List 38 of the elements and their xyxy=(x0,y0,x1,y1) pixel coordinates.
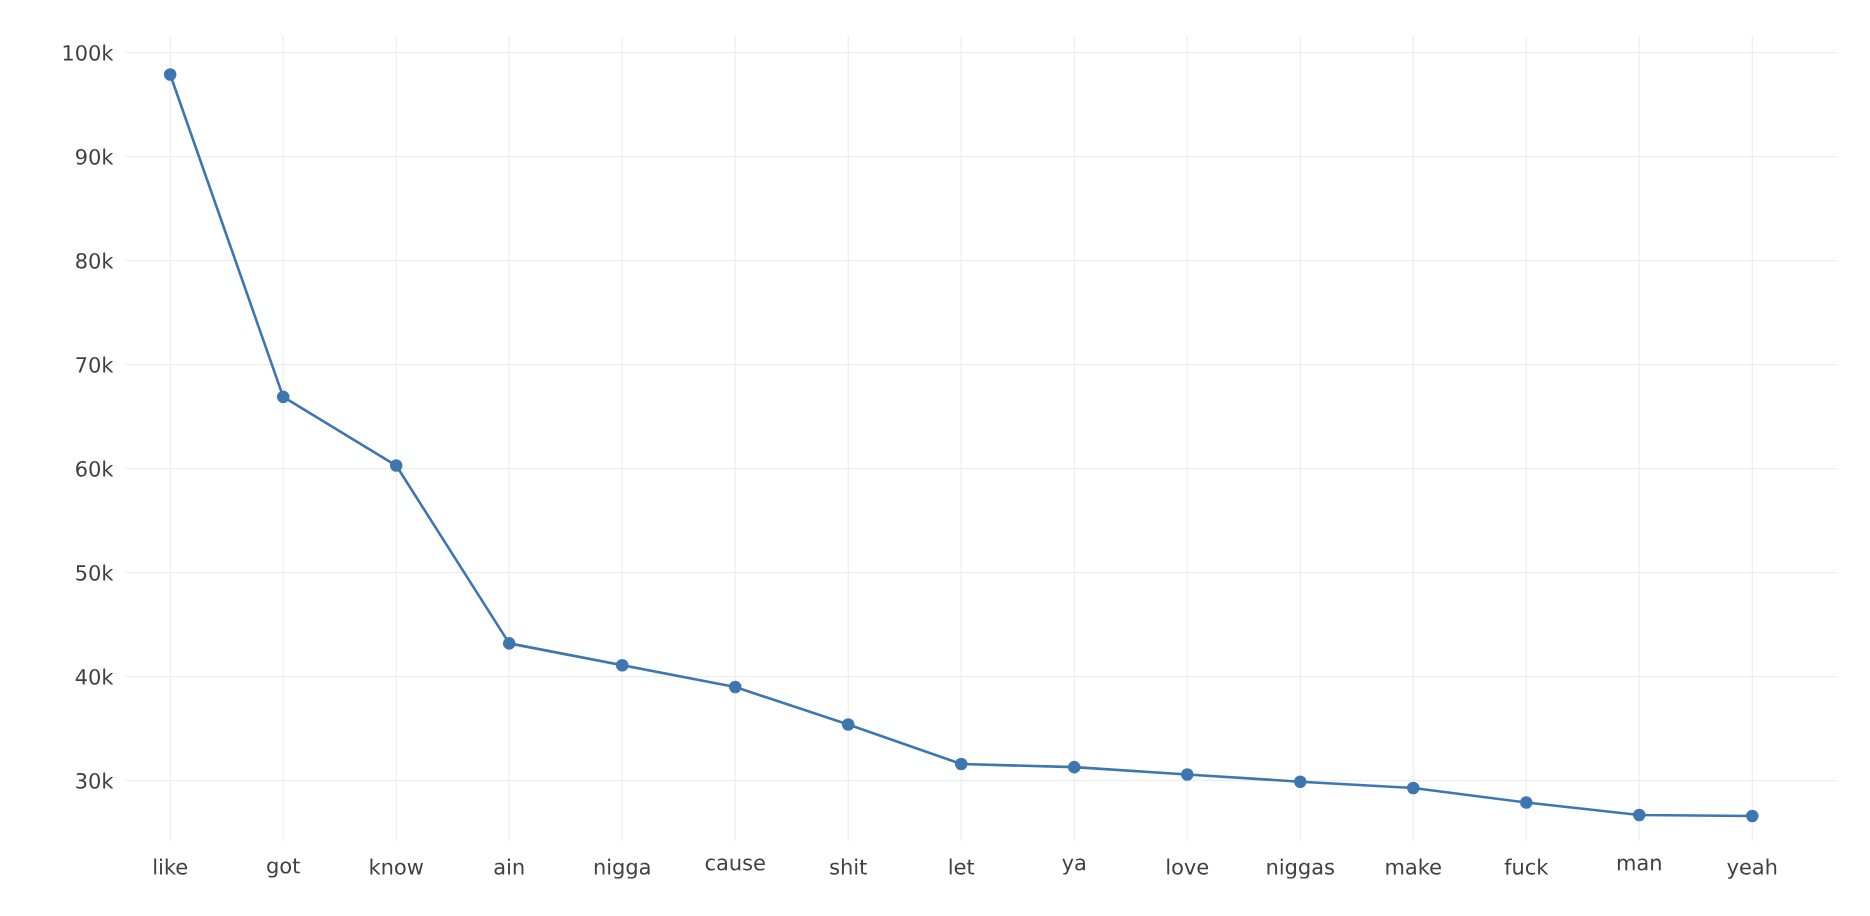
point xyxy=(1406,781,1420,795)
x-tick-label: cause xyxy=(705,858,765,871)
x-tick-label: know xyxy=(370,858,423,875)
point xyxy=(389,459,403,472)
point xyxy=(1519,796,1533,809)
point xyxy=(276,390,290,404)
y-tick-label: 80k xyxy=(76,252,114,269)
point xyxy=(1067,760,1081,774)
point xyxy=(163,68,177,81)
y-tick-label: 70k xyxy=(76,356,114,373)
y-tick-label: 40k xyxy=(75,668,114,685)
x-tick-label: let xyxy=(949,858,975,875)
x-tick-label: love xyxy=(1167,858,1209,875)
x-tick-label: make xyxy=(1386,858,1441,875)
point xyxy=(1180,768,1194,781)
point xyxy=(615,658,629,672)
x-tick-label: got xyxy=(267,858,300,878)
point xyxy=(841,718,855,731)
y-tick-label: 90k xyxy=(76,148,114,165)
y-tick-label: 60k xyxy=(76,460,114,477)
point xyxy=(728,680,742,694)
x-tick-label: yeah xyxy=(1727,858,1777,879)
x-tick-label: shit xyxy=(830,858,867,875)
x-tick-label: like xyxy=(154,858,188,875)
point xyxy=(1293,775,1307,789)
y-tick-label: 100k xyxy=(63,44,114,61)
x-tick-label: fuck xyxy=(1504,858,1549,875)
x-tick-label: ain xyxy=(494,858,524,875)
point xyxy=(1745,809,1759,823)
y-tick-label: 50k xyxy=(76,564,114,581)
point xyxy=(502,637,516,650)
point xyxy=(1632,808,1646,822)
x-tick-label: nigga xyxy=(594,858,650,879)
x-tick-label: ya xyxy=(1062,858,1085,875)
point xyxy=(954,757,968,771)
x-tick-label: man xyxy=(1617,858,1661,871)
y-tick-label: 30k xyxy=(76,772,114,789)
x-tick-label: niggas xyxy=(1267,858,1334,879)
